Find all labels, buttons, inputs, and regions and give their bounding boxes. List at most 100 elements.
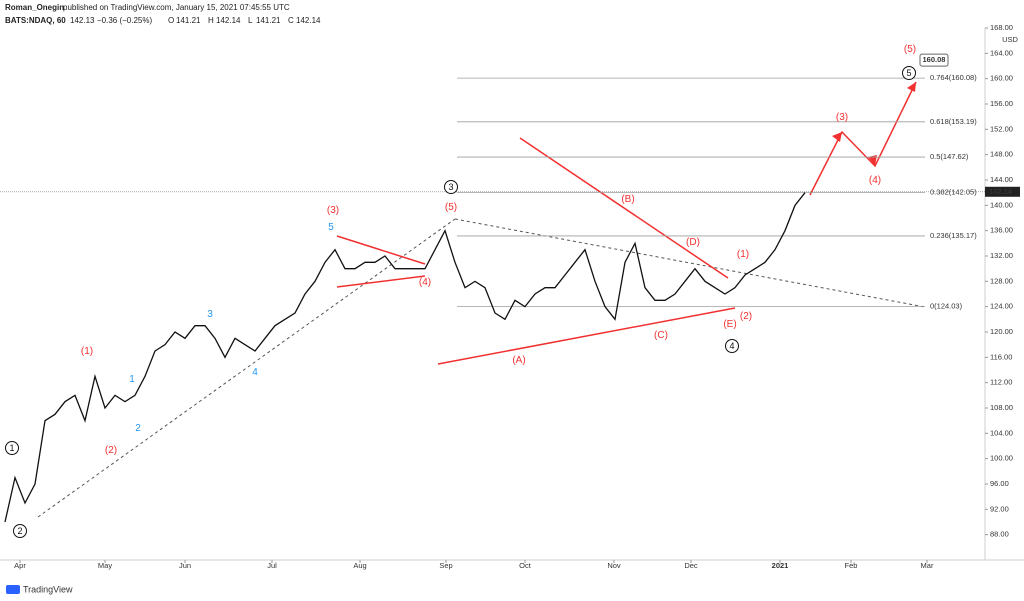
wave-label: 4 [729, 341, 734, 351]
ohlc-key: L [248, 16, 253, 25]
trend-line [437, 307, 736, 365]
y-tick-label: 116.00 [990, 352, 1012, 361]
wave-label: 5 [906, 68, 911, 78]
trend-dashed [37, 218, 456, 518]
wave-label: (B) [621, 194, 634, 205]
ohlc-value: 141.21 [256, 16, 281, 25]
logo: TradingView [6, 584, 73, 594]
wave-label: 1 [9, 443, 14, 453]
trend-line [336, 275, 426, 288]
y-tick-label: 112.00 [990, 378, 1012, 387]
logo-icon [6, 585, 20, 594]
arrow-head [832, 132, 842, 142]
wave-label: (4) [869, 175, 881, 186]
wave-label: 3 [448, 182, 453, 192]
wave-label: (5) [904, 44, 916, 55]
last: 142.13 [70, 16, 95, 25]
currency: USD [1002, 35, 1018, 44]
wave-label: (5) [445, 202, 457, 213]
y-tick-label: 136.00 [990, 226, 1013, 235]
wave-circle [725, 339, 739, 353]
target-tag [919, 53, 949, 67]
trend-dashed [454, 218, 926, 308]
author: Roman_Onegin [5, 3, 64, 12]
y-tick-label: 108.00 [990, 403, 1013, 412]
y-tick-label: 156.00 [990, 99, 1013, 108]
wave-label: (C) [654, 330, 668, 341]
y-tick-label: 124.00 [990, 302, 1013, 311]
ohlc-key: O [168, 16, 174, 25]
x-tick-label: Nov [607, 561, 621, 570]
wave-label: 2 [135, 423, 141, 434]
x-tick-label: Jun [179, 561, 191, 570]
ohlc-value: 141.21 [176, 16, 201, 25]
wave-label: (A) [512, 355, 525, 366]
arrow-head [868, 155, 877, 166]
wave-label: 5 [328, 222, 334, 233]
y-tick-label: 92.00 [990, 504, 1009, 513]
y-tick-label: 160.00 [990, 74, 1013, 83]
wave-circle [5, 441, 19, 455]
wave-label: (3) [327, 205, 339, 216]
wave-label: (E) [723, 319, 736, 330]
y-tick-label: 144.00 [990, 175, 1013, 184]
trend-line [519, 137, 729, 279]
wave-circle [13, 524, 27, 538]
last-price-tag [985, 186, 1020, 197]
x-tick-label: 2021 [772, 561, 789, 570]
y-tick-label: 120.00 [990, 327, 1013, 336]
fib-label: 0.5(147.62) [930, 152, 969, 161]
drawings [37, 81, 926, 518]
y-tick-label: 104.00 [990, 428, 1013, 437]
y-tick-label: 128.00 [990, 276, 1013, 285]
wave-label: (1) [737, 249, 749, 260]
wave-label: 2 [17, 526, 22, 536]
wave-label: (4) [419, 277, 431, 288]
change: −0.36 (−0.25%) [97, 16, 152, 25]
ohlc-key: C [288, 16, 294, 25]
arrow-head [907, 82, 916, 92]
wave-circle [444, 180, 458, 194]
x-tick-label: Oct [519, 561, 532, 570]
x-tick-label: Jul [267, 561, 277, 570]
last-price-label: 142.14 [989, 187, 1013, 196]
x-tick-label: May [98, 561, 112, 570]
trend-line [336, 235, 426, 265]
wave-label: (D) [686, 237, 700, 248]
wave-label: (1) [81, 346, 93, 357]
wave-label: 1 [129, 374, 135, 385]
x-tick-label: Aug [353, 561, 366, 570]
y-tick-label: 100.00 [990, 454, 1013, 463]
symbol: BATS:NDAQ, 60 [5, 16, 66, 25]
ohlc-value: 142.14 [216, 16, 241, 25]
target-label: 160.08 [923, 55, 946, 64]
ohlc: O 141.21 H 142.14 L 141.21 C 142.14 [168, 16, 321, 25]
price-line [4, 192, 806, 523]
fib-label: 0.382(142.05) [930, 187, 977, 196]
y-tick-label: 140.00 [990, 200, 1013, 209]
wave-label: 4 [252, 367, 258, 378]
x-tick-label: Feb [845, 561, 858, 570]
ohlc-key: H [208, 16, 214, 25]
x-tick-label: Apr [14, 561, 26, 570]
y-tick-label: 132.00 [990, 251, 1013, 260]
x-tick-label: Sep [439, 561, 452, 570]
brand: TradingView [23, 584, 73, 594]
wave-circle [902, 66, 916, 80]
y-tick-label: 152.00 [990, 124, 1013, 133]
x-tick-label: Mar [921, 561, 934, 570]
wave-label: (2) [105, 445, 117, 456]
y-tick-label: 88.00 [990, 530, 1009, 539]
published: published on TradingView.com, January 15… [63, 3, 290, 12]
y-tick-label: 148.00 [990, 150, 1013, 159]
fib-label: 0.236(135.17) [930, 231, 977, 240]
x-tick-label: Dec [684, 561, 698, 570]
projection-path [809, 81, 917, 196]
y-tick-label: 164.00 [990, 48, 1013, 57]
wave-label: (3) [836, 112, 848, 123]
y-tick-label: 168.00 [990, 23, 1013, 32]
y-tick-label: 96.00 [990, 479, 1009, 488]
wave-label: (2) [740, 311, 752, 322]
wave-label: 3 [207, 309, 213, 320]
